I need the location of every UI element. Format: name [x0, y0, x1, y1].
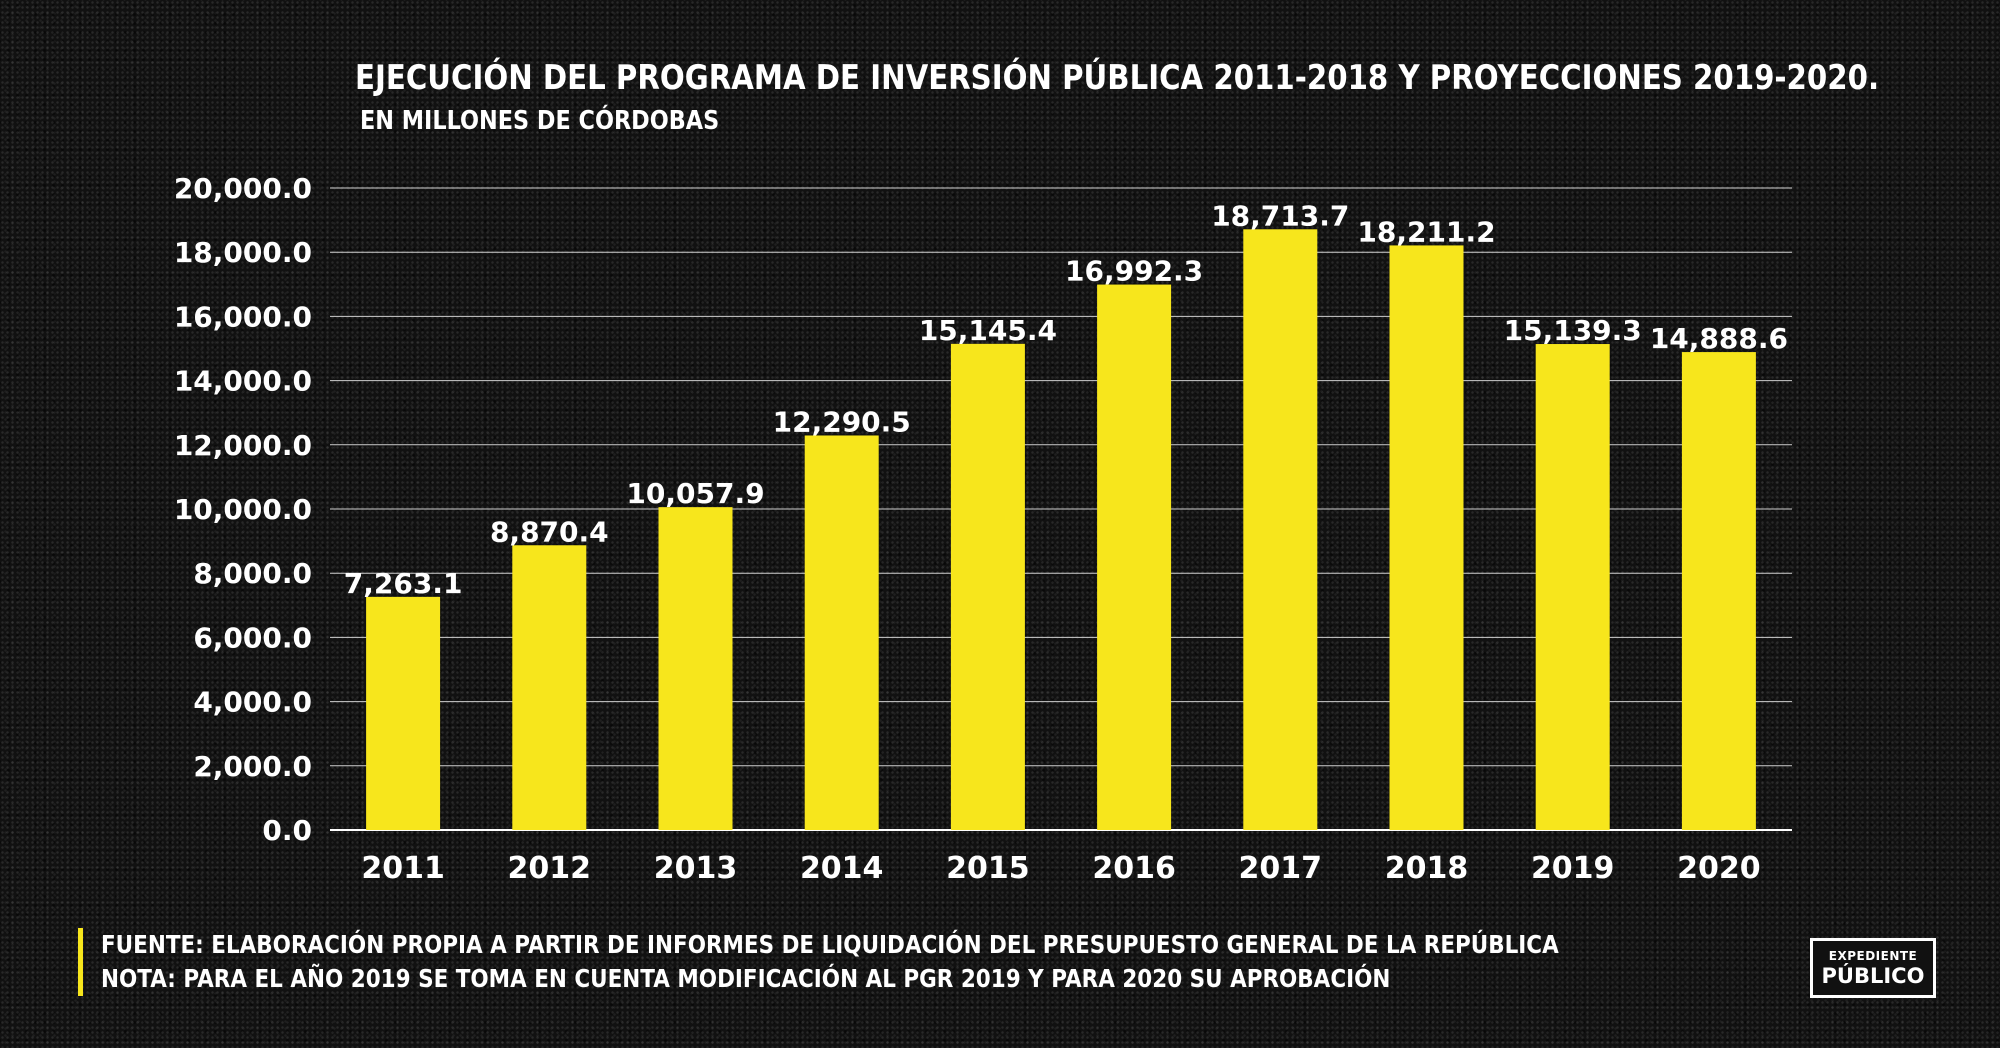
bar-2015: [950, 343, 1025, 830]
bar-2011: [366, 596, 441, 830]
data-label: 8,870.4: [490, 515, 609, 548]
logo-line-1: EXPEDIENTE: [1828, 949, 1918, 963]
y-tick-label: 12,000.0: [174, 429, 312, 462]
data-label: 18,211.2: [1357, 215, 1495, 248]
note-text: NOTA: PARA EL AÑO 2019 SE TOMA EN CUENTA…: [101, 964, 1391, 993]
x-tick-label: 2014: [800, 851, 884, 886]
x-tick-label: 2011: [361, 851, 445, 886]
y-tick-label: 8,000.0: [193, 557, 312, 590]
chart-title: EJECUCIÓN DEL PROGRAMA DE INVERSIÓN PÚBL…: [355, 58, 1880, 98]
bar-2020: [1681, 352, 1756, 830]
source-note: FUENTE: ELABORACIÓN PROPIA A PARTIR DE I…: [101, 930, 1559, 959]
data-label: 16,992.3: [1065, 255, 1203, 288]
y-tick-label: 16,000.0: [174, 300, 312, 333]
x-tick-label: 2015: [946, 851, 1030, 886]
x-tick-label: 2012: [508, 851, 592, 886]
y-tick-label: 0.0: [262, 814, 312, 847]
bar-2018: [1389, 245, 1464, 831]
y-tick-label: 14,000.0: [174, 365, 312, 398]
y-tick-label: 6,000.0: [193, 621, 312, 654]
y-tick-label: 10,000.0: [174, 493, 312, 526]
data-label: 18,713.7: [1211, 199, 1349, 232]
data-label: 15,139.3: [1504, 314, 1642, 347]
y-tick-label: 18,000.0: [174, 236, 312, 269]
data-label: 12,290.5: [773, 405, 911, 438]
data-label: 7,263.1: [344, 567, 463, 600]
bar-2017: [1243, 229, 1318, 831]
logo-line-2: PÚBLICO: [1821, 964, 1925, 988]
bar-chart: 0.0 2,000.0 4,000.0 6,000.0 8,000.0 10,000.0 1…: [174, 172, 1792, 886]
data-label: 15,145.4: [919, 314, 1057, 347]
x-tick-label: 2017: [1239, 851, 1323, 886]
footer-notes: FUENTE: ELABORACIÓN PROPIA A PARTIR DE I…: [78, 928, 1796, 996]
bar-2019: [1535, 344, 1610, 830]
x-tick-label: 2019: [1531, 851, 1615, 886]
bar-2012: [512, 545, 587, 830]
chart-subtitle: EN MILLONES DE CÓRDOBAS: [360, 106, 720, 136]
x-tick-label: 2020: [1677, 851, 1761, 886]
y-tick-label: 2,000.0: [193, 750, 312, 783]
bar-2014: [804, 435, 879, 830]
x-tick-label: 2013: [654, 851, 738, 886]
bar-2013: [658, 507, 733, 830]
x-tick-label: 2016: [1092, 851, 1176, 886]
data-label: 14,888.6: [1650, 322, 1788, 355]
expediente-publico-logo: EXPEDIENTE PÚBLICO: [1810, 938, 1936, 998]
y-tick-label: 4,000.0: [193, 686, 312, 719]
bar-2016: [1097, 284, 1172, 830]
data-label: 10,057.9: [626, 477, 764, 510]
x-tick-label: 2018: [1385, 851, 1469, 886]
y-tick-label: 20,000.0: [174, 172, 312, 205]
